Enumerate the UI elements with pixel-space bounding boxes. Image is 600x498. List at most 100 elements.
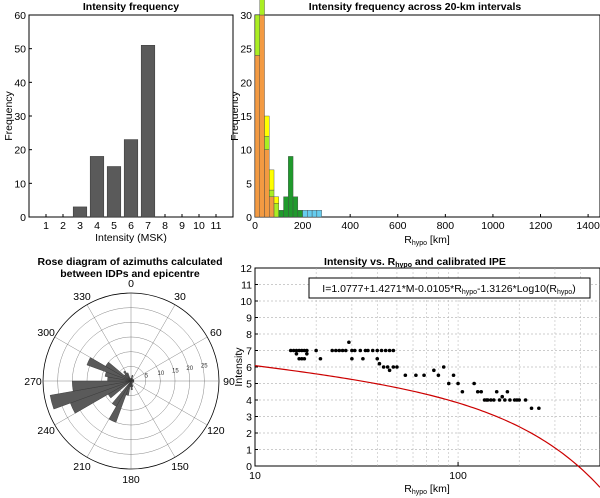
chart2-bar-segment: [273, 196, 279, 204]
chart3-title-line1: Rose diagram of azimuths calculated: [38, 256, 223, 268]
chart4-point: [337, 348, 342, 353]
chart1-x-ticklabel: 10: [193, 220, 205, 232]
rose-angle-label: 180: [122, 474, 140, 486]
chart4-point: [314, 348, 318, 353]
chart4-point: [537, 406, 541, 411]
rose-radial-label: 10: [158, 371, 165, 377]
chart2-y-ticklabel: 10: [240, 145, 252, 157]
chart3-radial-labels: 5 10 15 20 25: [145, 363, 208, 379]
rose-angle-label: 210: [73, 461, 91, 473]
rose-angle-label: 300: [37, 327, 55, 339]
rose-angle-label: 60: [210, 327, 222, 339]
chart4-point: [330, 348, 335, 353]
rose-sector: [86, 357, 132, 382]
chart1-x-ticklabel: 2: [60, 220, 66, 232]
chart1-ylabel: Frequency: [3, 90, 15, 140]
chart2-y-ticklabel: 20: [240, 77, 252, 89]
chart4-point: [489, 398, 493, 402]
chart4-point: [305, 348, 309, 353]
chart1-y-ticklabel: 20: [14, 145, 26, 157]
rose-grid-spoke: [86, 304, 132, 382]
chart2-bar-segment: [264, 135, 270, 150]
rose-sector: [130, 378, 134, 382]
chart4-points: [288, 340, 541, 411]
chart4-point: [375, 348, 380, 353]
rose-radial-label: 20: [186, 366, 193, 372]
chart4-title: Intensity vs. Rhypo and calibrated IPE: [324, 256, 506, 269]
chart4-point: [387, 348, 392, 353]
chart2-y-ticklabel: 25: [240, 44, 252, 56]
chart1-y-ticklabel: 0: [20, 212, 26, 224]
rose-sector: [130, 380, 135, 383]
chart4-point: [508, 398, 512, 402]
chart2-y-ticklabel: 5: [246, 178, 252, 190]
chart1-x-ticklabel: 9: [179, 220, 185, 232]
chart4-y-ticklabel: 9: [246, 313, 252, 325]
chart4-point: [391, 348, 396, 353]
chart2-bar-segment: [254, 14, 260, 56]
chart4-point: [383, 348, 388, 353]
chart2-y-ticklabel: 30: [240, 10, 252, 22]
rose-angle-label: 270: [24, 376, 42, 388]
chart2-bar-segment: [264, 149, 270, 218]
chart4-point: [305, 352, 309, 356]
rose-sector: [105, 361, 132, 382]
chart4-y-ticklabel: 1: [246, 445, 252, 457]
chart1-bar: [140, 45, 156, 218]
chart2-bar-segment: [311, 210, 318, 218]
chart1-xlabel: Intensity (MSK): [95, 232, 167, 244]
chart4-point: [340, 348, 345, 353]
chart1-bars: [72, 45, 156, 218]
chart4-x-ticklabel: 10: [249, 470, 261, 482]
chart3-sectors: [49, 357, 135, 423]
chart2-bar-segment: [307, 210, 313, 218]
chart2-bar-segment: [278, 210, 284, 218]
chart3-angle-labels: 0 30 60 90 120 150 180 210 240 270 300 330: [24, 278, 235, 486]
chart4-point: [297, 356, 301, 361]
chart4-point: [446, 381, 451, 386]
rose-sector: [126, 372, 132, 382]
chart2-bar-segment: [288, 156, 294, 218]
panel-rose-diagram: Rose diagram of azimuths calculated betw…: [24, 256, 235, 486]
chart4-point: [302, 356, 307, 361]
chart4-point: [479, 389, 484, 394]
chart4-point: [344, 348, 348, 353]
chart4-y-ticklabel: 8: [246, 329, 252, 341]
chart2-bars: [254, 0, 322, 218]
chart4-y-ticklabel: 0: [246, 461, 252, 473]
chart4-point: [485, 398, 490, 402]
chart1-title: Intensity frequency: [83, 1, 179, 13]
chart4-point: [363, 348, 368, 353]
rose-sector: [123, 370, 132, 382]
rose-sector: [49, 380, 132, 410]
chart4-point: [300, 348, 304, 353]
chart2-y-ticklabel: 15: [240, 111, 252, 123]
chart4-y-ticklabel: 6: [246, 362, 252, 374]
chart4-point: [492, 398, 496, 402]
rose-angle-label: 90: [223, 376, 235, 388]
chart4-point: [414, 373, 418, 378]
chart4-point: [347, 340, 351, 345]
chart4-point: [451, 373, 456, 378]
chart4-point: [379, 348, 384, 353]
chart4-point: [529, 406, 534, 411]
chart2-bar-segment: [259, 0, 265, 16]
chart4-point: [377, 361, 382, 366]
chart1-x-ticks: 1 2 3 4 5 6 7 8 9 10 11: [43, 214, 222, 232]
chart4-point: [352, 348, 357, 353]
chart4-point: [385, 365, 390, 369]
rose-grid-spoke: [130, 380, 176, 458]
chart2-x-ticklabel: 1400: [576, 220, 600, 232]
rose-radial-label: 5: [145, 373, 149, 379]
chart2-x-ticklabel: 200: [294, 220, 312, 232]
chart2-bar-segment: [292, 196, 299, 218]
chart4-point: [517, 398, 521, 402]
chart4-point: [297, 348, 301, 353]
chart4-point: [334, 348, 338, 353]
chart1-x-ticklabel: 6: [128, 220, 134, 232]
rose-sector: [72, 380, 132, 392]
rose-angle-label: 330: [73, 291, 91, 303]
chart2-x-ticklabel: 400: [341, 220, 359, 232]
